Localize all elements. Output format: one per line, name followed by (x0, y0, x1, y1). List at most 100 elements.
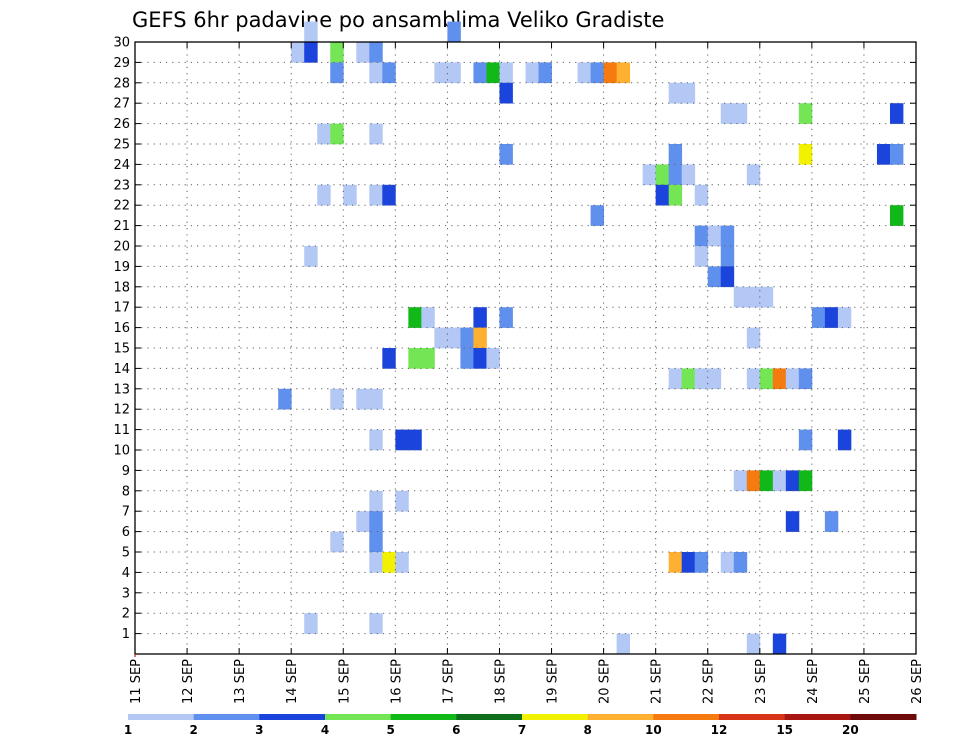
x-tick-label: 20 SEP (598, 659, 613, 704)
precip-cell (590, 205, 604, 226)
precip-cell (395, 490, 409, 512)
legend-swatch (390, 714, 457, 720)
precip-cells (278, 21, 904, 655)
precip-cell (317, 184, 331, 206)
precip-cell (330, 388, 344, 410)
precip-cell (499, 307, 513, 328)
precip-cell (408, 307, 422, 328)
legend-label: 5 (386, 723, 394, 737)
x-tick-label: 25 SEP (858, 659, 873, 704)
precip-cell (785, 511, 800, 532)
precip-cell (304, 42, 318, 63)
precip-cell (668, 184, 683, 206)
precip-cell (616, 62, 631, 84)
precip-cell (707, 225, 722, 247)
precip-cell (421, 348, 435, 369)
precip-cell (772, 368, 787, 390)
x-tick-label: 21 SEP (650, 659, 665, 704)
precip-cell (720, 552, 735, 573)
precip-cell (395, 552, 409, 573)
legend-swatch (456, 714, 523, 720)
legend-swatch (522, 714, 589, 720)
legend-swatch (653, 714, 720, 720)
precip-cell (369, 388, 383, 410)
precip-cell (694, 552, 709, 573)
precip-cell (798, 429, 813, 451)
precip-cell (746, 286, 761, 308)
y-tick-label: 19 (113, 260, 130, 275)
y-tick-label: 24 (113, 158, 130, 173)
precip-cell (447, 21, 461, 43)
precip-cell (746, 633, 761, 655)
color-legend: 1 2 3 4 5 6 7 8 10 12 15 20 (124, 714, 917, 737)
precip-cell (590, 62, 604, 84)
y-axis-labels: 1234567891011121314151617181920212223242… (113, 36, 130, 643)
precip-cell (330, 531, 344, 553)
precip-cell (499, 144, 513, 165)
precip-cell (525, 62, 539, 84)
x-axis-labels: 11 SEP 12 SEP 13 SEP 14 SEP 15 SEP 16 SEP 17 S… (129, 659, 925, 704)
precip-cell (330, 123, 344, 145)
precip-cell (369, 184, 383, 206)
precip-cell (772, 470, 787, 492)
precip-cell (369, 552, 383, 573)
precip-cell (577, 62, 591, 84)
y-tick-label: 8 (122, 484, 130, 499)
precip-cell (759, 286, 774, 308)
precip-cell (746, 327, 761, 349)
chart-title: GEFS 6hr padavine po ansamblima Veliko G… (132, 8, 664, 32)
precip-cell (486, 62, 500, 84)
legend-swatch (850, 714, 917, 720)
precip-cell (460, 348, 474, 369)
precip-cell (733, 103, 748, 124)
precip-cell (798, 470, 813, 492)
precip-cell (408, 429, 422, 451)
precip-cell (356, 388, 370, 410)
legend-swatch (128, 714, 195, 720)
precip-cell (759, 470, 774, 492)
x-tick-label: 24 SEP (806, 659, 821, 704)
precip-cell (291, 42, 305, 63)
precip-cell (304, 21, 318, 43)
precip-cell (382, 184, 396, 206)
x-tick-label: 26 SEP (910, 659, 925, 704)
legend-label: 3 (255, 723, 263, 737)
precip-cell (382, 348, 396, 369)
x-tick-label: 16 SEP (389, 659, 404, 704)
precip-cell (681, 552, 696, 573)
x-tick-label: 12 SEP (181, 659, 196, 704)
precip-cell (746, 368, 761, 390)
precip-cell (720, 246, 735, 267)
y-tick-label: 13 (113, 382, 130, 397)
legend-swatch (193, 714, 260, 720)
precip-cell (707, 266, 722, 288)
y-tick-label: 28 (113, 76, 130, 91)
legend-swatch (587, 714, 654, 720)
y-tick-label: 10 (113, 444, 130, 459)
y-tick-label: 2 (122, 607, 130, 622)
x-tick-label: 19 SEP (546, 659, 561, 704)
precip-cell (447, 327, 461, 349)
precip-cell (694, 225, 709, 247)
precip-cell (694, 184, 709, 206)
legend-label: 12 (711, 723, 728, 737)
y-tick-label: 11 (113, 423, 130, 438)
y-tick-label: 29 (113, 56, 130, 71)
y-tick-label: 4 (122, 566, 130, 581)
precip-cell (837, 307, 852, 328)
precip-cell (694, 246, 709, 267)
precip-cell (655, 184, 670, 206)
legend-swatch (259, 714, 326, 720)
precip-cell (473, 62, 487, 84)
precip-cell (889, 205, 904, 226)
precip-cell (460, 327, 474, 349)
precip-cell (330, 42, 344, 63)
y-tick-label: 15 (113, 342, 130, 357)
axis-ticks (134, 41, 917, 657)
legend-swatch (784, 714, 851, 720)
y-tick-label: 5 (122, 546, 130, 561)
precip-cell (785, 470, 800, 492)
x-tick-label: 22 SEP (702, 659, 717, 704)
precip-cell (746, 470, 761, 492)
precip-cell (759, 368, 774, 390)
